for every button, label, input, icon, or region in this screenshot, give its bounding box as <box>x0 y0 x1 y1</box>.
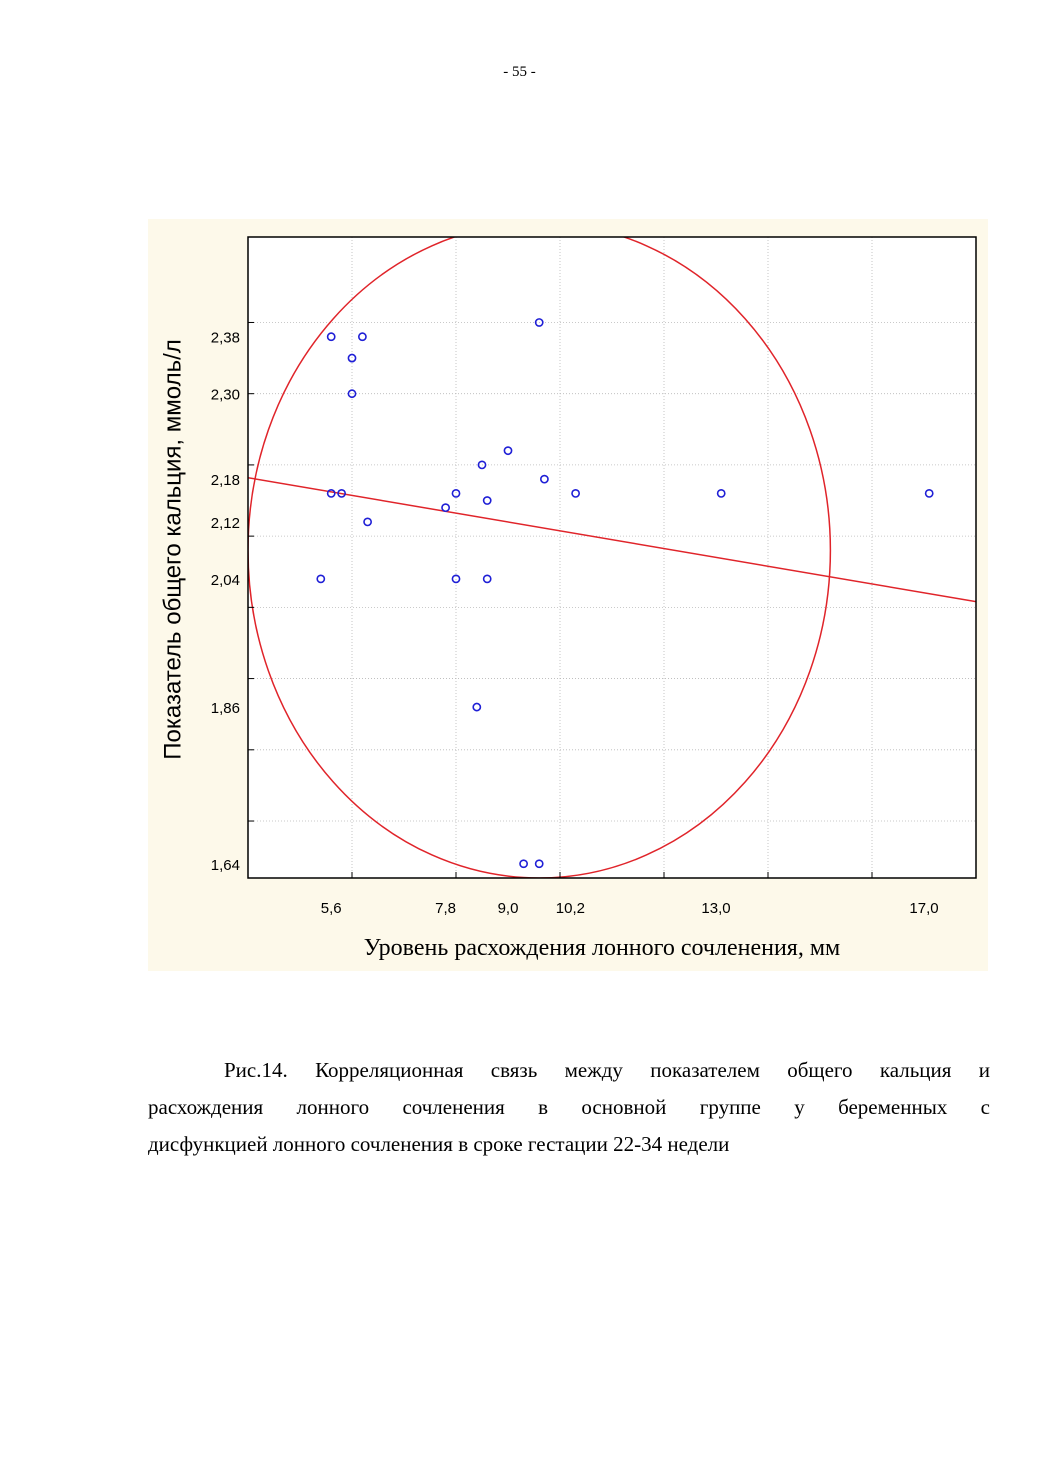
data-point <box>482 496 492 505</box>
data-point <box>534 859 544 869</box>
data-point <box>441 503 450 513</box>
data-point <box>716 488 726 498</box>
page-number: - 55 - <box>503 64 536 80</box>
data-points <box>316 318 934 869</box>
data-point <box>539 474 549 484</box>
data-point <box>477 460 487 470</box>
x-tick-label: 13,0 <box>701 900 730 917</box>
data-point <box>357 332 367 342</box>
data-point <box>326 488 336 498</box>
data-point <box>482 574 492 584</box>
plot-area <box>248 237 976 878</box>
data-point <box>503 446 513 456</box>
x-tick-label: 9,0 <box>498 900 519 917</box>
y-tick-label: 2,18 <box>211 472 240 489</box>
figure-caption: Рис.14. Корреляционная связь между показ… <box>148 1052 990 1163</box>
axis-ticks: 5,6 7,8 9,0 10,2 13,0 17,0 2,38 2,30 2,18 2,12 2,0… <box>211 321 939 917</box>
data-point <box>363 517 372 527</box>
y-tick-label: 2,04 <box>211 572 240 589</box>
y-tick-label: 2,38 <box>211 330 240 347</box>
y-tick-label: 1,64 <box>211 857 240 874</box>
caption-line: расхождения лонного сочленения в основно… <box>148 1095 990 1119</box>
data-point <box>451 488 461 498</box>
data-point <box>472 702 482 712</box>
caption-line: Рис.14. Корреляционная связь между показ… <box>224 1058 990 1082</box>
x-tick-label: 7,8 <box>435 900 456 917</box>
y-axis-label: Показатель общего кальция, ммоль/л <box>159 339 186 760</box>
x-axis-label: Уровень расхождения лонного сочленения, … <box>364 935 840 961</box>
data-point <box>347 353 357 363</box>
data-point <box>337 488 346 498</box>
data-point <box>326 332 336 342</box>
x-tick-label: 17,0 <box>909 900 938 917</box>
grid-lines <box>248 237 976 878</box>
data-point <box>534 318 544 327</box>
caption-line: дисфункцией лонного сочленения в сроке г… <box>148 1132 730 1156</box>
x-tick-label: 5,6 <box>321 900 342 917</box>
fit-overlays <box>248 237 976 878</box>
data-point <box>519 859 528 869</box>
data-point <box>451 574 461 584</box>
data-point <box>316 574 326 584</box>
y-tick-label: 2,30 <box>211 387 240 404</box>
y-tick-label: 2,12 <box>211 515 240 532</box>
data-point <box>571 488 580 498</box>
figure-panel: 5,6 7,8 9,0 10,2 13,0 17,0 2,38 2,30 2,18 2,12 2,0… <box>148 219 988 971</box>
scatter-chart: 5,6 7,8 9,0 10,2 13,0 17,0 2,38 2,30 2,18 2,12 2,0… <box>159 236 977 961</box>
data-point <box>347 389 357 399</box>
plot-frame <box>247 236 977 879</box>
data-point <box>924 488 934 498</box>
regression-line <box>248 476 976 603</box>
confidence-ellipse <box>248 237 832 878</box>
y-tick-label: 1,86 <box>211 700 240 717</box>
x-tick-label: 10,2 <box>556 900 585 917</box>
